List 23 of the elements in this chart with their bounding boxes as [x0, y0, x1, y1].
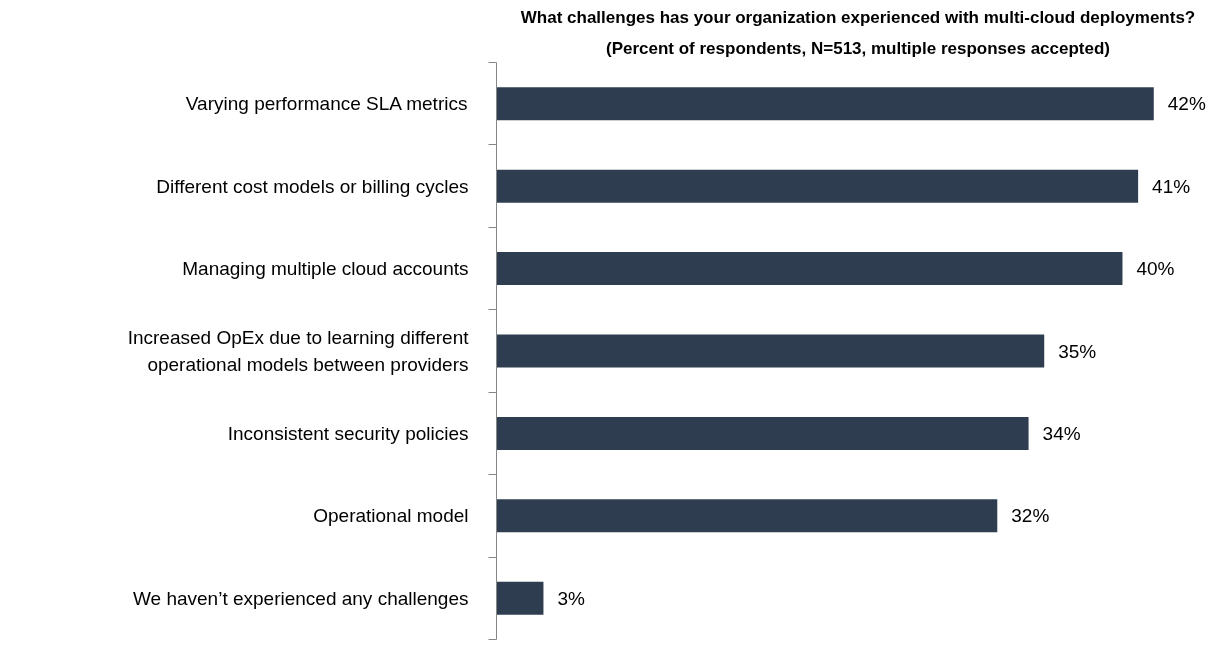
y-tick-label: We haven’t experienced any challenges [132, 587, 469, 609]
data-label: 3% [557, 587, 586, 609]
y-tick-label: Increased OpEx due to learning different operational models between providers [127, 326, 470, 376]
bar [496, 499, 998, 533]
chart-subtitle: (Percent of respondents, N=513, multiple responses accepted) [605, 38, 1111, 58]
y-tick-label: Operational model [313, 505, 469, 527]
bar [496, 87, 1154, 121]
y-tick-label: Inconsistent security policies [227, 422, 469, 444]
data-label: 34% [1042, 422, 1081, 444]
y-tick-label: Different cost models or billing cycles [156, 175, 469, 197]
bar [496, 581, 544, 615]
bar [496, 416, 1029, 450]
bar [496, 169, 1139, 203]
y-tick-label: Managing multiple cloud accounts [182, 258, 469, 280]
bar [496, 252, 1123, 286]
data-label: 32% [1011, 505, 1050, 527]
data-label: 35% [1058, 340, 1097, 362]
data-label: 42% [1167, 93, 1206, 115]
data-label: 41% [1152, 175, 1191, 197]
y-tick-label: Varying performance SLA metrics [185, 93, 468, 115]
chart-title: What challenges has your organization experienced with multi-cloud deployments? [520, 7, 1196, 27]
data-label: 40% [1136, 258, 1175, 280]
bar [496, 334, 1045, 368]
